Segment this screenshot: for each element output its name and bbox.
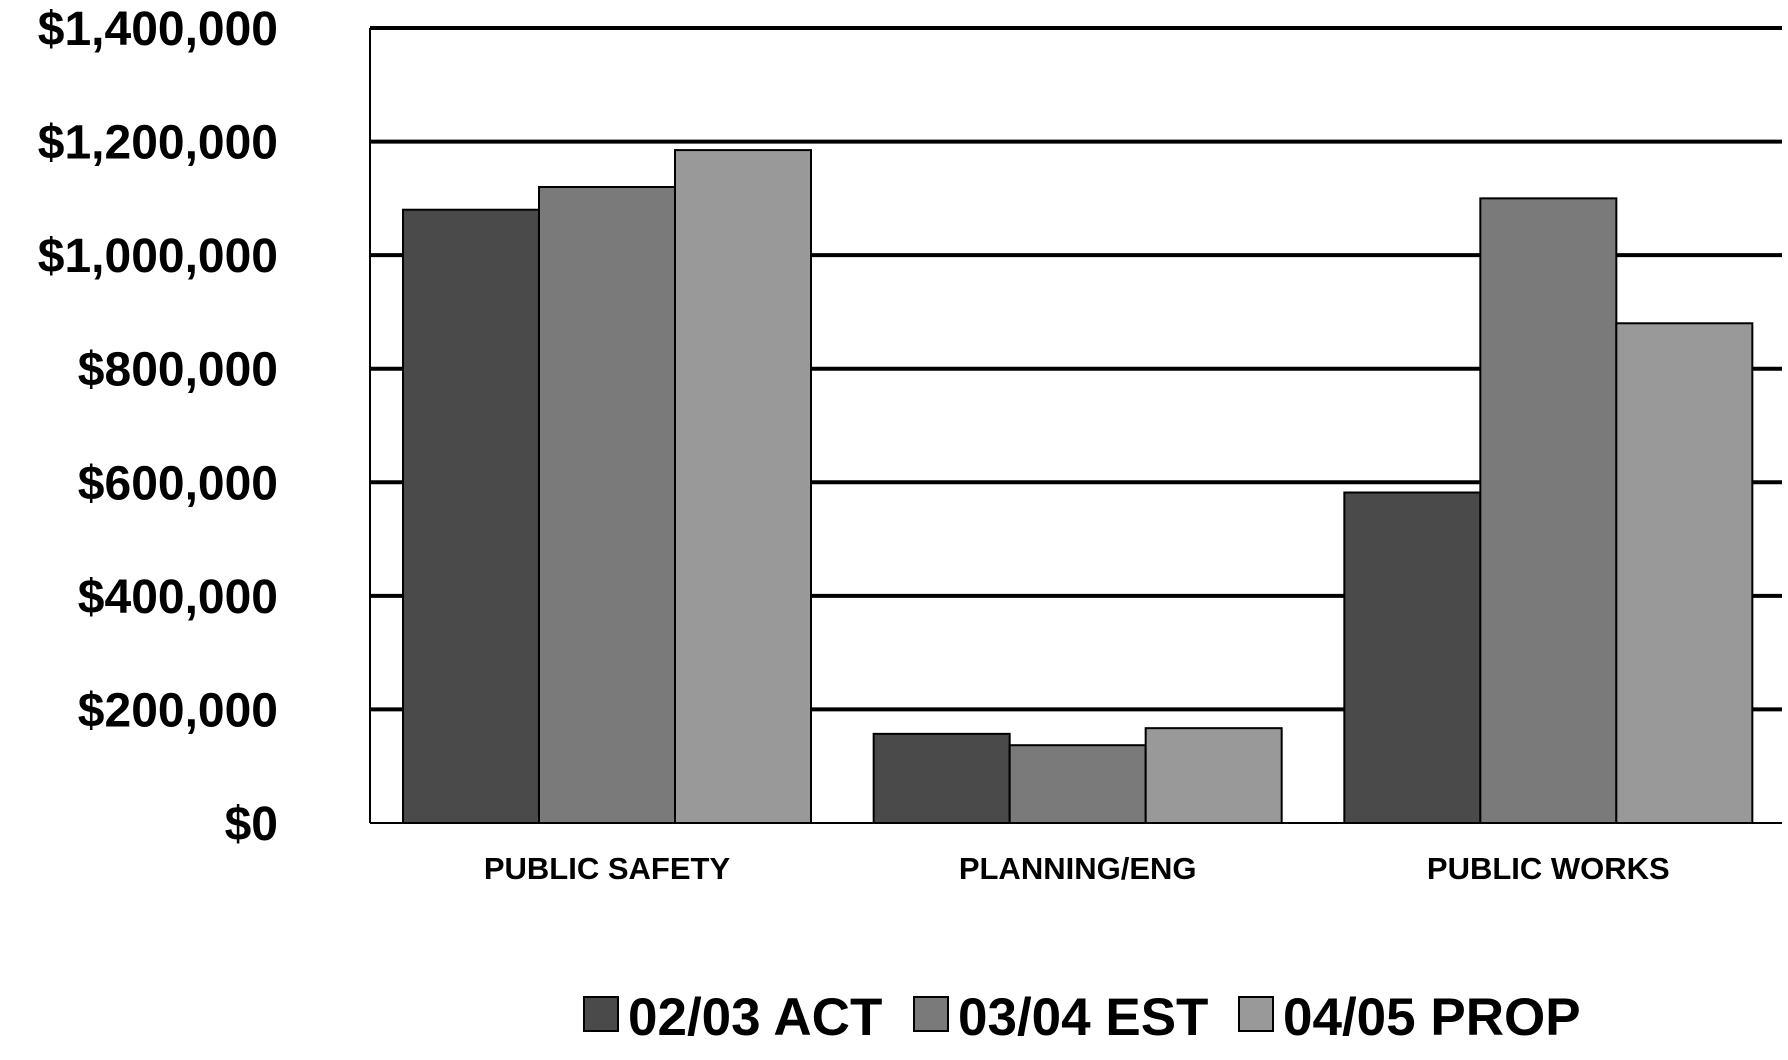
y-tick-label: $600,000 — [78, 457, 278, 510]
x-tick-label: PUBLIC SAFETY — [484, 851, 731, 886]
legend-label: 04/05 PROP — [1283, 988, 1581, 1047]
x-tick-label: PUBLIC WORKS — [1427, 851, 1670, 886]
bar — [1615, 322, 1754, 824]
bar — [402, 208, 540, 824]
x-axis-tick-labels: PUBLIC SAFETY PLANNING/ENG PUBLIC WORKS — [484, 851, 1670, 886]
legend: 02/03 ACT 03/04 EST 04/05 PROP — [583, 988, 1581, 1047]
legend-swatch — [1238, 996, 1274, 1032]
bar — [538, 186, 676, 824]
y-tick-label: $1,200,000 — [38, 117, 278, 170]
bar — [872, 732, 1011, 825]
y-axis-tick-labels: $0 $200,000 $400,000 $600,000 $800,000 $1,000… — [38, 3, 278, 851]
x-tick-label: PLANNING/ENG — [959, 851, 1197, 886]
y-tick-label: $400,000 — [78, 571, 278, 624]
y-tick-label: $200,000 — [78, 684, 278, 737]
y-tick-label: $800,000 — [78, 344, 278, 397]
bar — [1343, 491, 1482, 824]
legend-label: 03/04 EST — [958, 988, 1208, 1047]
y-tick-label: $1,000,000 — [38, 230, 278, 283]
bar — [1008, 744, 1147, 824]
axes — [369, 28, 1782, 824]
bars — [402, 149, 1754, 825]
bar — [1144, 727, 1283, 824]
legend-label: 02/03 ACT — [628, 988, 882, 1047]
bar — [1479, 197, 1618, 825]
y-tick-label: $1,400,000 — [38, 3, 278, 56]
y-tick-label: $0 — [225, 798, 278, 851]
bar — [674, 149, 812, 824]
legend-swatch — [583, 996, 619, 1032]
legend-swatch — [913, 996, 949, 1032]
